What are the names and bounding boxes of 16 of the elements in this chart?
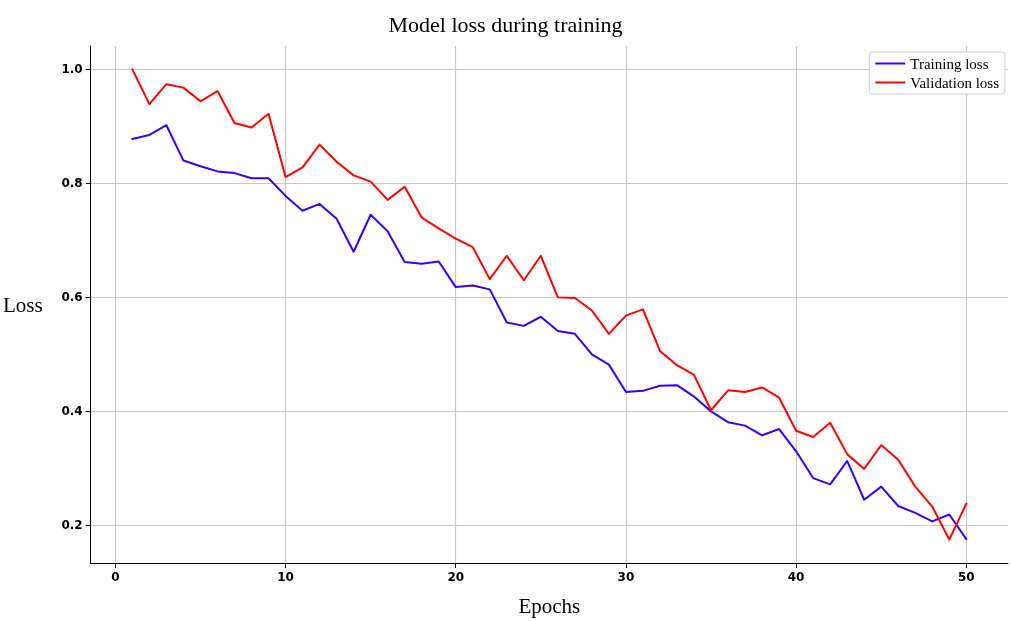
y-tick-label: 0.8	[61, 176, 83, 191]
y-tick-label: 0.4	[61, 404, 83, 419]
chart-title: Model loss during training	[388, 11, 623, 37]
x-tick-label: 20	[447, 570, 465, 584]
y-axis-title: Loss	[2, 292, 43, 317]
x-tick-label: 40	[787, 570, 805, 584]
x-tick-label: 30	[617, 570, 635, 584]
x-tick-label: 50	[957, 570, 975, 584]
legend-label: Validation loss	[910, 74, 1000, 91]
x-tick-label: 10	[277, 570, 294, 584]
y-tick-label: 0.2	[61, 518, 83, 533]
y-tick-label: 1.0	[61, 62, 83, 77]
x-tick-label: 0	[111, 570, 120, 584]
legend-label: Training loss	[910, 55, 989, 72]
x-axis-title: Epochs	[518, 593, 581, 618]
y-tick-label: 0.6	[61, 290, 83, 305]
